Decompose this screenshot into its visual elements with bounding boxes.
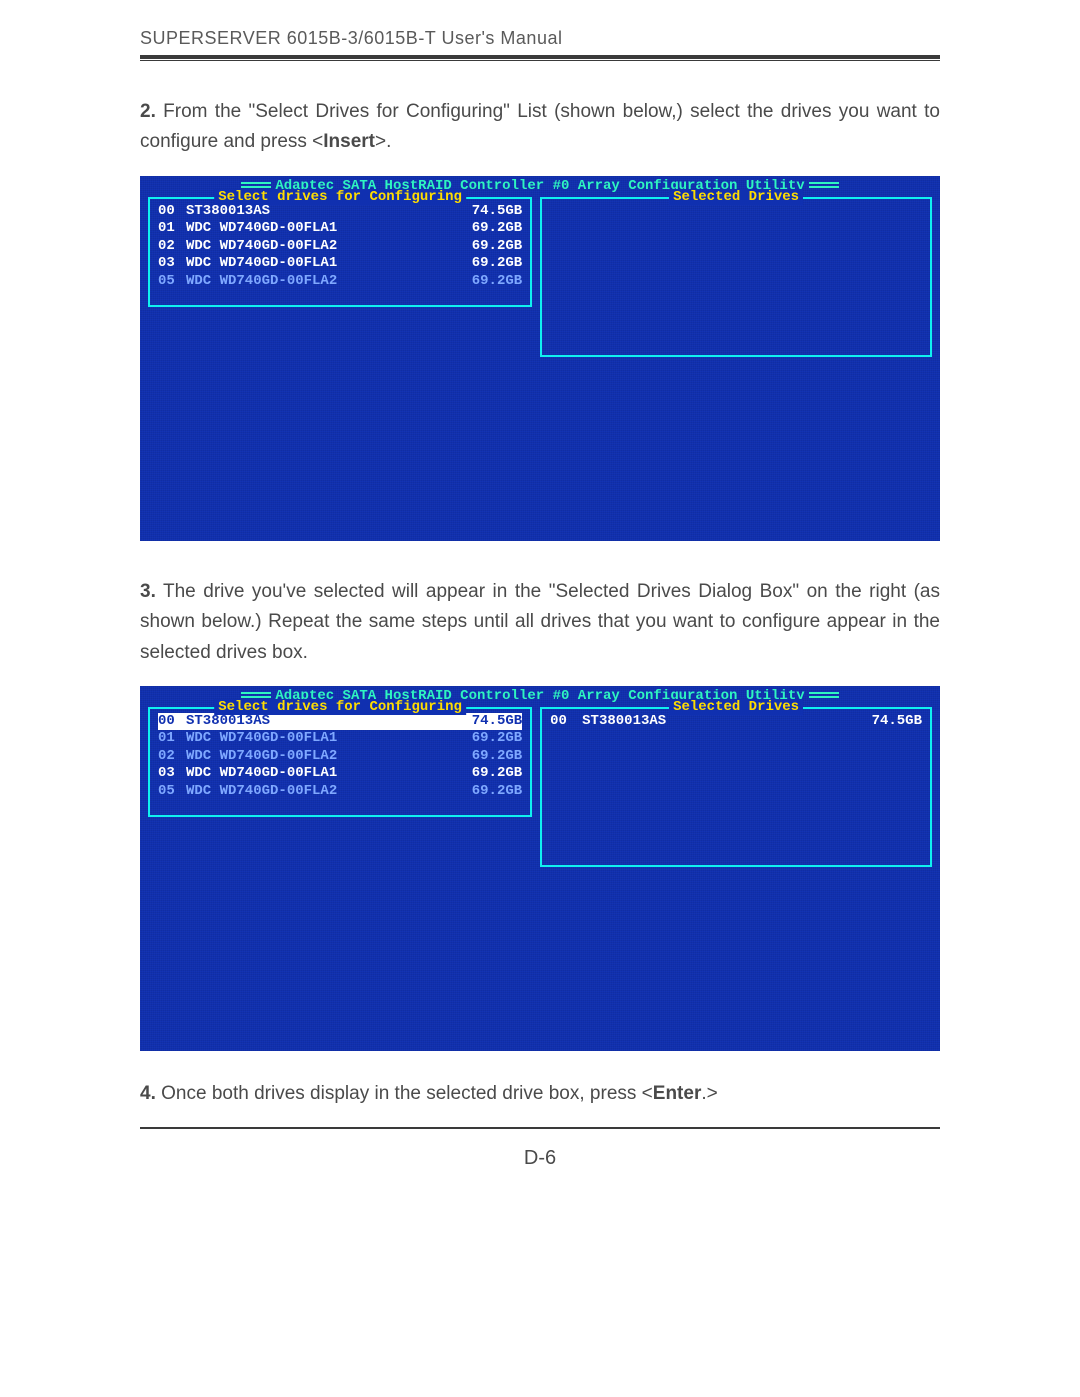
step-3-body: The drive you've selected will appear in… <box>140 581 940 663</box>
drive-row[interactable]: 02WDC WD740GD-00FLA269.2GB <box>158 238 522 256</box>
drive-row[interactable]: 01WDC WD740GD-00FLA169.2GB <box>158 730 522 748</box>
step-4-text-a: Once both drives display in the selected… <box>156 1083 653 1104</box>
drive-size: 74.5GB <box>462 713 522 731</box>
drive-size: 74.5GB <box>862 713 922 731</box>
drive-size: 69.2GB <box>462 765 522 783</box>
raid-config-screenshot-2: Adaptec SATA HostRAID Controller #0 Arra… <box>140 686 940 1051</box>
drive-name: WDC WD740GD-00FLA2 <box>186 238 462 256</box>
drive-row[interactable]: 00ST380013AS74.5GB <box>158 203 522 221</box>
page-number: D-6 <box>140 1147 940 1170</box>
drive-name: ST380013AS <box>582 713 862 731</box>
drive-name: WDC WD740GD-00FLA1 <box>186 255 462 273</box>
step-4-text-b: .> <box>701 1083 717 1104</box>
drive-name: WDC WD740GD-00FLA1 <box>186 220 462 238</box>
drive-name: WDC WD740GD-00FLA2 <box>186 273 462 291</box>
selected-drives-title-2: Selected Drives <box>669 699 803 715</box>
drive-size: 69.2GB <box>462 783 522 801</box>
drive-row[interactable]: 00ST380013AS74.5GB <box>550 713 922 731</box>
drive-id: 02 <box>158 238 186 256</box>
step-4-text: 4. Once both drives display in the selec… <box>140 1079 940 1109</box>
footer-rule <box>140 1127 940 1129</box>
select-drives-panel-2: Select drives for Configuring 00ST380013… <box>148 707 532 817</box>
select-drives-list-2: 00ST380013AS74.5GB01WDC WD740GD-00FLA169… <box>158 713 522 801</box>
header-rule <box>140 55 940 61</box>
drive-id: 01 <box>158 220 186 238</box>
drive-size: 69.2GB <box>462 748 522 766</box>
drive-row[interactable]: 02WDC WD740GD-00FLA269.2GB <box>158 748 522 766</box>
drive-row[interactable]: 01WDC WD740GD-00FLA169.2GB <box>158 220 522 238</box>
drive-name: ST380013AS <box>186 203 462 221</box>
step-4-key: Enter <box>653 1083 702 1104</box>
drive-id: 00 <box>158 203 186 221</box>
drive-row[interactable]: 05WDC WD740GD-00FLA269.2GB <box>158 273 522 291</box>
panels-row: Select drives for Configuring 00ST380013… <box>140 197 940 365</box>
drive-id: 03 <box>158 255 186 273</box>
selected-drives-list-2: 00ST380013AS74.5GB <box>550 713 922 731</box>
drive-id: 05 <box>158 783 186 801</box>
step-3-text: 3. The drive you've selected will appear… <box>140 577 940 668</box>
selected-drives-panel: Selected Drives <box>540 197 932 357</box>
drive-name: ST380013AS <box>186 713 462 731</box>
drive-row[interactable]: 03WDC WD740GD-00FLA169.2GB <box>158 765 522 783</box>
step-2-key: Insert <box>323 131 375 152</box>
drive-size: 69.2GB <box>462 255 522 273</box>
drive-size: 69.2GB <box>462 730 522 748</box>
manual-page: SUPERSERVER 6015B-3/6015B-T User's Manua… <box>0 0 1080 1210</box>
step-2-text-b: >. <box>375 131 391 152</box>
drive-name: WDC WD740GD-00FLA2 <box>186 783 462 801</box>
drive-id: 03 <box>158 765 186 783</box>
page-header: SUPERSERVER 6015B-3/6015B-T User's Manua… <box>140 28 940 49</box>
drive-name: WDC WD740GD-00FLA1 <box>186 730 462 748</box>
select-drives-title-2: Select drives for Configuring <box>214 699 466 715</box>
drive-name: WDC WD740GD-00FLA1 <box>186 765 462 783</box>
step-2-text-a: From the "Select Drives for Configuring"… <box>140 101 940 152</box>
select-drives-title: Select drives for Configuring <box>214 189 466 205</box>
step-2-text: 2. From the "Select Drives for Configuri… <box>140 97 940 158</box>
drive-size: 69.2GB <box>462 273 522 291</box>
drive-row[interactable]: 05WDC WD740GD-00FLA269.2GB <box>158 783 522 801</box>
drive-row[interactable]: 03WDC WD740GD-00FLA169.2GB <box>158 255 522 273</box>
drive-id: 00 <box>158 713 186 731</box>
selected-drives-title: Selected Drives <box>669 189 803 205</box>
drive-size: 69.2GB <box>462 238 522 256</box>
raid-config-screenshot-1: Adaptec SATA HostRAID Controller #0 Arra… <box>140 176 940 541</box>
select-drives-panel: Select drives for Configuring 00ST380013… <box>148 197 532 307</box>
drive-size: 69.2GB <box>462 220 522 238</box>
drive-id: 02 <box>158 748 186 766</box>
drive-id: 05 <box>158 273 186 291</box>
step-3-number: 3. <box>140 581 156 602</box>
drive-size: 74.5GB <box>462 203 522 221</box>
selected-drives-panel-2: Selected Drives 00ST380013AS74.5GB <box>540 707 932 867</box>
drive-id: 00 <box>550 713 582 731</box>
select-drives-list: 00ST380013AS74.5GB01WDC WD740GD-00FLA169… <box>158 203 522 291</box>
step-4-number: 4. <box>140 1083 156 1104</box>
drive-id: 01 <box>158 730 186 748</box>
drive-row[interactable]: 00ST380013AS74.5GB <box>158 713 522 731</box>
panels-row-2: Select drives for Configuring 00ST380013… <box>140 707 940 875</box>
drive-name: WDC WD740GD-00FLA2 <box>186 748 462 766</box>
step-2-number: 2. <box>140 101 156 122</box>
